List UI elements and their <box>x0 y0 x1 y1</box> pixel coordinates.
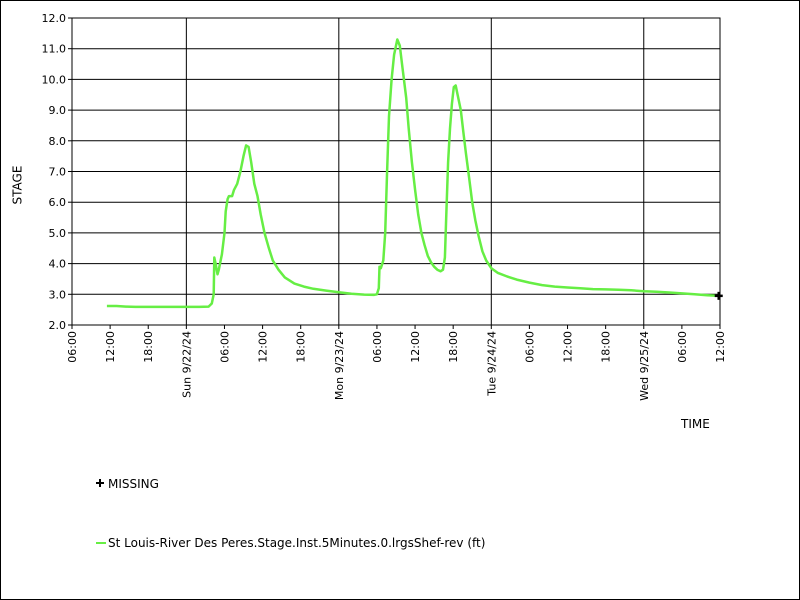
x-tick-label: 12:00 <box>714 331 727 363</box>
x-tick-label: 06:00 <box>523 331 536 363</box>
x-tick-label: Tue 9/24/24 <box>485 331 498 397</box>
series-line <box>106 38 717 309</box>
x-tick-label: Mon 9/23/24 <box>333 331 346 400</box>
y-tick-label: 11.0 <box>42 43 67 56</box>
y-tick-label: 10.0 <box>42 73 67 86</box>
legend-label-series: St Louis-River Des Peres.Stage.Inst.5Min… <box>108 536 486 550</box>
x-tick-label: 12:00 <box>409 331 422 363</box>
y-tick-label: 3.0 <box>49 288 67 301</box>
x-tick-label: 06:00 <box>66 331 79 363</box>
y-tick-label: 6.0 <box>49 196 67 209</box>
y-tick-label: 8.0 <box>49 135 67 148</box>
x-tick-label: 12:00 <box>562 331 575 363</box>
y-tick-label: 2.0 <box>49 319 67 332</box>
x-tick-label: 18:00 <box>600 331 613 363</box>
x-tick-label: 12:00 <box>104 331 117 363</box>
legend-label-missing: MISSING <box>108 477 159 491</box>
x-tick-label: 18:00 <box>142 331 155 363</box>
cross-icon <box>96 479 104 487</box>
x-tick-label: 18:00 <box>295 331 308 363</box>
x-tick-label: 06:00 <box>218 331 231 363</box>
plot-border <box>71 17 721 326</box>
x-tick-label: 06:00 <box>371 331 384 363</box>
x-tick-label: Wed 9/25/24 <box>638 331 651 401</box>
line-swatch-icon <box>96 542 106 544</box>
x-tick-label: 06:00 <box>676 331 689 363</box>
y-tick-label: 7.0 <box>49 166 67 179</box>
x-axis-label: TIME <box>681 417 710 431</box>
x-tick-label: 12:00 <box>257 331 270 363</box>
y-axis-label: STAGE <box>10 165 25 205</box>
x-tick-label: Sun 9/22/24 <box>180 331 193 398</box>
legend: MISSING St Louis-River Des Peres.Stage.I… <box>95 476 695 556</box>
y-tick-label: 12.0 <box>42 12 67 25</box>
missing-marker <box>714 291 723 300</box>
y-tick-label: 9.0 <box>49 104 67 117</box>
y-tick-label: 4.0 <box>49 258 67 271</box>
y-tick-label: 5.0 <box>49 227 67 240</box>
x-tick-label: 18:00 <box>447 331 460 363</box>
